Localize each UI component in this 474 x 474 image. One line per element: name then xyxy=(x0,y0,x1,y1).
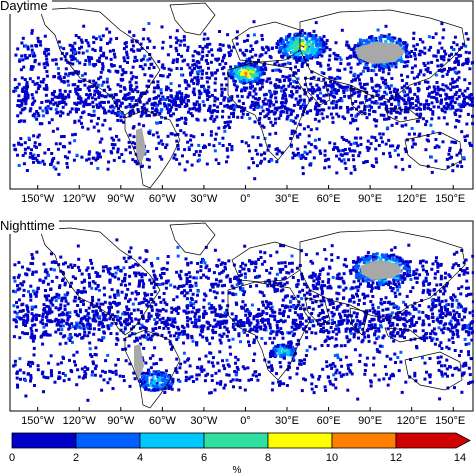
colorbar-tick-label: 14 xyxy=(453,452,467,464)
data-field xyxy=(12,238,474,402)
longitude-tick-label: 120°E xyxy=(396,193,427,205)
colorbar-unit: % xyxy=(232,465,242,474)
colorbar-tick-label: 12 xyxy=(389,452,403,464)
longitude-tick-label: 0° xyxy=(240,415,251,427)
longitude-tick-label: 60°W xyxy=(148,415,176,427)
longitude-tick-label: 150°W xyxy=(21,193,55,205)
nighttime-panel: Nighttime 150°W 120°W 90°W 60°W 30°W 0° 30°E 60… xyxy=(0,219,474,429)
longitude-tick-label: 30°W xyxy=(190,415,218,427)
nighttime-longitude-axis: 150°W 120°W 90°W 60°W 30°W 0° 30°E 60°E 90°E 120°… xyxy=(0,415,474,429)
colorbar-segment xyxy=(331,432,397,449)
colorbar-tick-label: 6 xyxy=(200,452,208,464)
colorbar-segment xyxy=(11,432,77,449)
longitude-tick-label: 30°E xyxy=(275,193,299,205)
longitude-tick-label: 120°E xyxy=(396,415,427,427)
coastlines xyxy=(39,2,466,189)
longitude-tick-label: 120°W xyxy=(62,415,96,427)
longitude-tick-label: 30°W xyxy=(190,193,218,205)
nighttime-title: Nighttime xyxy=(0,219,59,234)
colorbar-tick-label: 8 xyxy=(264,452,272,464)
coastlines xyxy=(39,222,466,409)
longitude-tick-label: 90°W xyxy=(107,415,135,427)
longitude-tick-label: 90°E xyxy=(358,415,383,427)
daytime-map xyxy=(9,0,474,190)
data-field xyxy=(12,20,474,181)
longitude-tick-label: 150°W xyxy=(21,415,55,427)
colorbar-segment xyxy=(267,432,333,449)
colorbar-segment xyxy=(395,432,471,449)
colorbar-segment xyxy=(139,432,205,449)
daytime-longitude-axis: 150°W 120°W 90°W 60°W 30°W 0° 30°E 60°E 90°E 120°… xyxy=(0,193,474,207)
longitude-tick-label: 30°E xyxy=(275,415,299,427)
longitude-tick-label: 60°E xyxy=(316,415,341,427)
colorbar-tick-label: 2 xyxy=(72,452,80,464)
colorbar-tick-label: 10 xyxy=(325,452,339,464)
colorbar-segment xyxy=(203,432,269,449)
colorbar-tick-label: 4 xyxy=(136,452,144,464)
longitude-tick-label: 150°E xyxy=(435,193,466,205)
nighttime-map xyxy=(9,220,474,412)
longitude-tick-label: 60°W xyxy=(148,193,176,205)
colorbar-segment xyxy=(75,432,141,449)
colorbar: 0 2 4 6 8 10 12 14 % xyxy=(0,430,474,474)
colorbar-scale xyxy=(11,432,471,449)
colorbar-tick-label: 0 xyxy=(8,452,16,464)
longitude-tick-label: 90°W xyxy=(107,193,135,205)
longitude-tick-label: 150°E xyxy=(435,415,466,427)
daytime-title: Daytime xyxy=(0,0,52,14)
longitude-tick-label: 60°E xyxy=(316,193,341,205)
longitude-tick-label: 90°E xyxy=(358,193,383,205)
longitude-tick-label: 120°W xyxy=(62,193,96,205)
daytime-panel: Daytime 150°W 120°W 90°W 60°W 30°W 0° 30°E 60°E… xyxy=(0,0,474,207)
longitude-tick-label: 0° xyxy=(240,193,251,205)
